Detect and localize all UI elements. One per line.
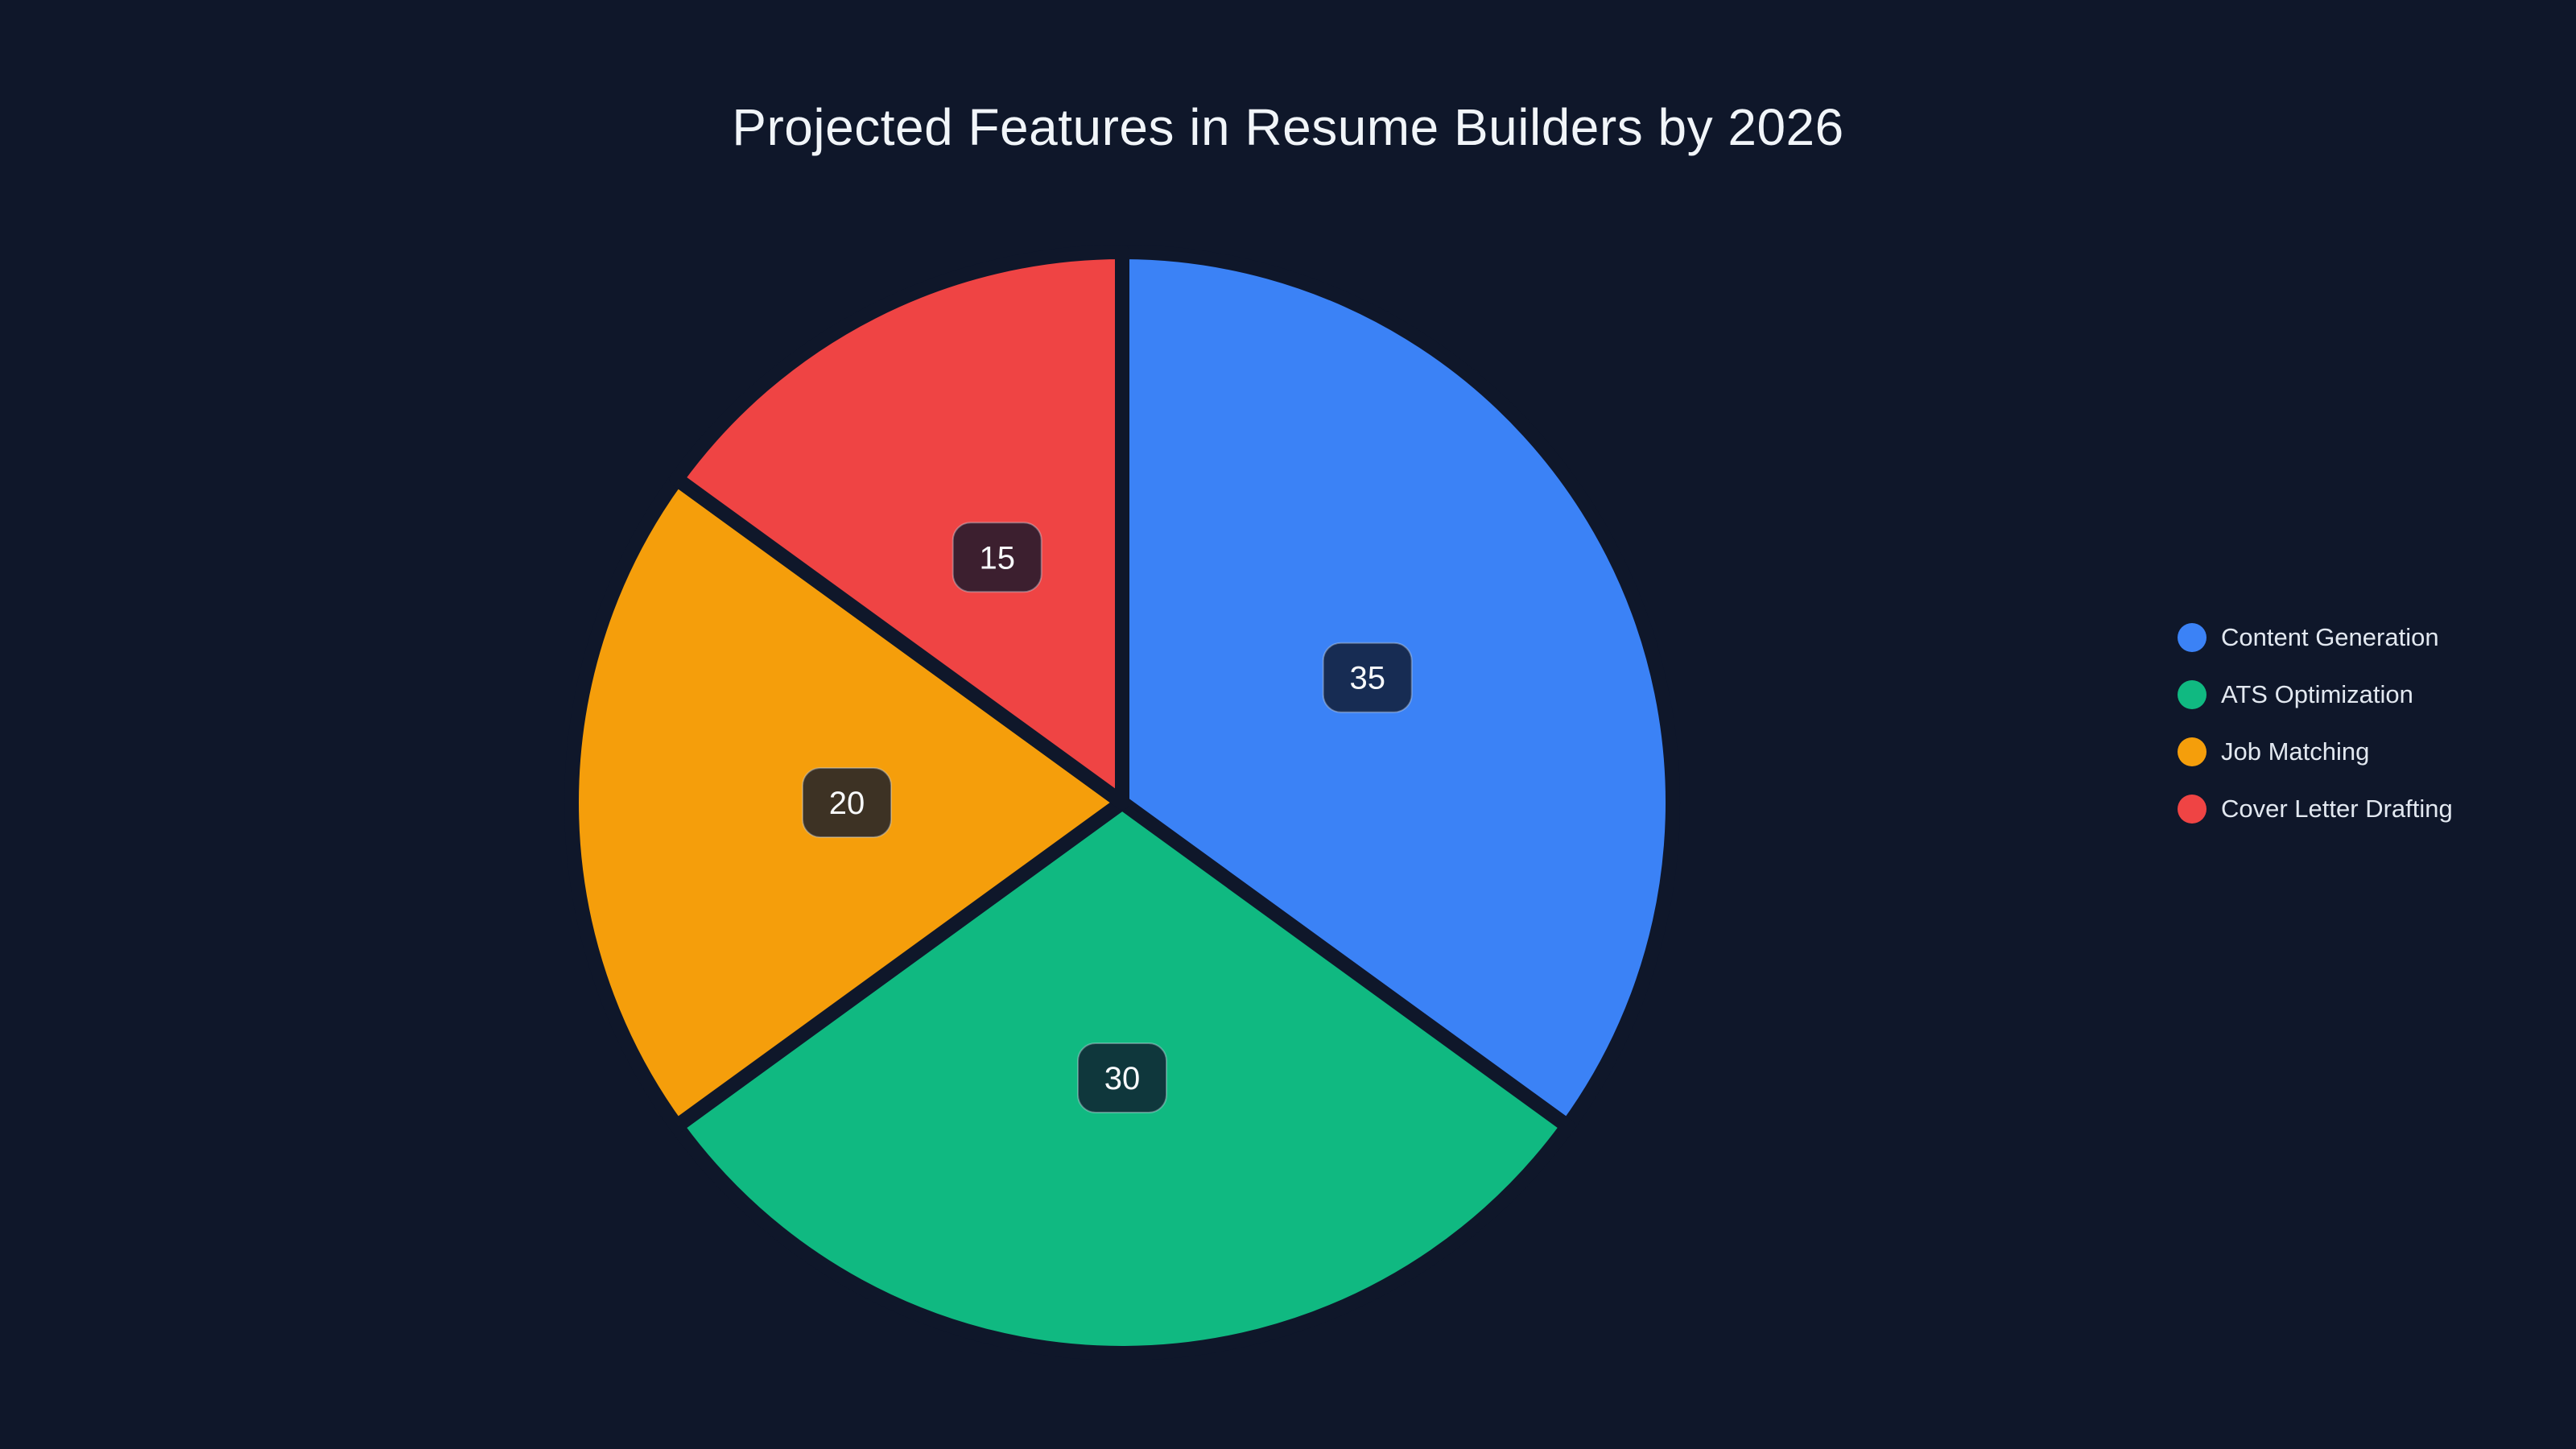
- value-label-box: [802, 767, 892, 838]
- chart-title: Projected Features in Resume Builders by…: [732, 98, 1844, 156]
- slice-value-label-ats-optimization: 30: [1077, 1042, 1167, 1113]
- legend-item-cover-letter-drafting[interactable]: Cover Letter Drafting: [2178, 791, 2453, 827]
- value-label-text: 15: [979, 540, 1015, 576]
- slice-value-label-cover-letter-drafting: 15: [952, 522, 1042, 593]
- value-label-text: 20: [829, 786, 865, 821]
- value-label-text: 30: [1104, 1061, 1141, 1096]
- slice-value-label-job-matching: 20: [802, 767, 892, 838]
- value-label-box: [1077, 1042, 1167, 1113]
- legend-swatch-icon: [2178, 623, 2207, 652]
- legend-item-label: Cover Letter Drafting: [2221, 795, 2453, 823]
- legend-swatch-icon: [2178, 680, 2207, 709]
- legend-item-ats-optimization[interactable]: ATS Optimization: [2178, 677, 2453, 712]
- legend: Content Generation ATS Optimization Job Ma…: [2178, 620, 2453, 848]
- legend-swatch-icon: [2178, 737, 2207, 766]
- legend-item-label: ATS Optimization: [2221, 680, 2413, 708]
- pie-slice-cover-letter-drafting: [669, 245, 1129, 810]
- value-label-box: [952, 522, 1042, 593]
- legend-item-content-generation[interactable]: Content Generation: [2178, 620, 2453, 655]
- legend-item-label: Content Generation: [2221, 623, 2439, 651]
- legend-item-label: Job Matching: [2221, 737, 2370, 766]
- legend-swatch-icon: [2178, 795, 2207, 824]
- value-label-box: [1322, 642, 1413, 713]
- legend-item-job-matching[interactable]: Job Matching: [2178, 734, 2453, 770]
- slice-value-label-content-generation: 35: [1322, 642, 1413, 713]
- value-label-text: 35: [1349, 661, 1385, 696]
